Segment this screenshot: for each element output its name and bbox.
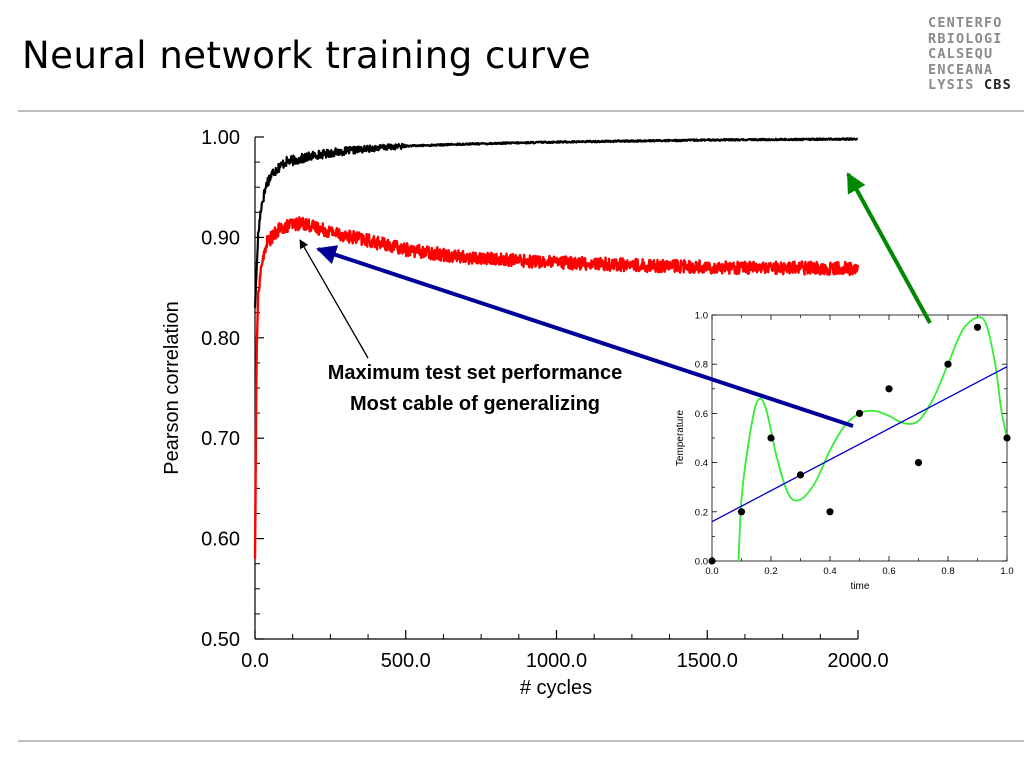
inset-y-tick-label: 0.0: [695, 557, 708, 568]
inset-x-tick-label: 1.0: [1000, 566, 1013, 577]
inset-data-point: [737, 508, 746, 516]
inset-data-point: [1003, 434, 1011, 442]
annotation-line-2: Most cable of generalizing: [349, 393, 601, 415]
x-tick-label: 1500.0: [677, 650, 738, 672]
y-tick-label: 0.60: [201, 529, 240, 551]
inset-y-axis-label: Temperature: [675, 409, 686, 466]
inset-polynomial-fit-curve: [737, 316, 1008, 562]
inset-y-tick-label: 1.0: [695, 311, 708, 322]
slide-title: Neural network training curve: [22, 34, 592, 77]
main-series: [253, 137, 859, 559]
x-tick-label: 0.0: [241, 650, 269, 672]
bottom-divider: [18, 740, 1024, 742]
y-axis-label: Pearson correlation: [161, 301, 183, 474]
inset-x-axis-label: time: [851, 581, 870, 592]
logo-line-4: ENCEANA: [928, 61, 994, 78]
inset-x-tick-label: 0.4: [823, 566, 836, 577]
inset-plot: 0.0 0.2 0.4 0.6 0.8 1.0 0.0 0.2 0.4 0.6 0.8 1.0 tim…: [675, 306, 1014, 598]
inset-y-tick-label: 0.8: [695, 360, 708, 371]
annotation-line-1: Maximum test set performance: [327, 362, 623, 384]
main-plot: 0.50 0.60 0.70 0.80 0.90 1.00 0.0 500.0 1000.0 15…: [161, 127, 889, 699]
inset-linear-fit-line: [711, 366, 1008, 523]
inset-data-point: [708, 557, 716, 565]
inset-data-point: [767, 434, 775, 442]
logo-line-3: CALSEQU: [928, 46, 994, 63]
blue-arrow: [316, 245, 854, 428]
logo-line-5-text: LYSIS: [928, 77, 984, 94]
inset-data-point: [944, 360, 952, 368]
inset-x-tick-label: 0.6: [882, 566, 895, 577]
inset-y-tick-label: 0.6: [695, 409, 708, 420]
logo-cbs-text: CBS: [983, 77, 1012, 94]
inset-data-point: [826, 508, 834, 516]
x-tick-label: 1000.0: [526, 650, 587, 672]
x-tick-label: 2000.0: [827, 650, 888, 672]
test-series-line: [253, 216, 859, 559]
y-tick-label: 1.00: [201, 127, 240, 149]
inset-data-point: [855, 409, 864, 417]
training-series-line: [253, 137, 859, 308]
inset-data-point: [914, 459, 923, 467]
inset-x-tick-label: 0.2: [764, 566, 777, 577]
y-tick-label: 0.50: [201, 629, 240, 651]
cbs-logo: CENTERFO RBIOLOGI CALSEQU ENCEANA LYSIS …: [928, 15, 1012, 94]
y-tick-label: 0.70: [201, 428, 240, 450]
logo-line-2: RBIOLOGI: [928, 30, 1003, 47]
logo-line-5: LYSIS CBS: [928, 78, 1012, 94]
inset-y-tick-label: 0.4: [695, 458, 708, 469]
inset-x-tick-label: 0.0: [705, 566, 718, 577]
logo-line-1: CENTERFO: [928, 15, 1003, 31]
inset-data-point: [885, 385, 893, 393]
inset-data-point: [796, 471, 805, 479]
inset-series: [708, 316, 1011, 565]
green-arrow: [846, 172, 932, 324]
top-divider: [18, 110, 1024, 112]
x-axis-label: # cycles: [520, 677, 592, 699]
annotation-arrow: [299, 239, 369, 359]
y-tick-label: 0.80: [201, 328, 240, 350]
annotation-text: Maximum test set performance Most cable …: [270, 358, 680, 420]
inset-x-tick-label: 0.8: [941, 566, 954, 577]
y-tick-label: 0.90: [201, 227, 240, 249]
x-tick-label: 500.0: [381, 650, 431, 672]
inset-y-tick-label: 0.2: [695, 507, 708, 518]
main-axes: 0.50 0.60 0.70 0.80 0.90 1.00 0.0 500.0 1000.0 15…: [201, 127, 889, 672]
inset-data-point: [973, 323, 982, 331]
